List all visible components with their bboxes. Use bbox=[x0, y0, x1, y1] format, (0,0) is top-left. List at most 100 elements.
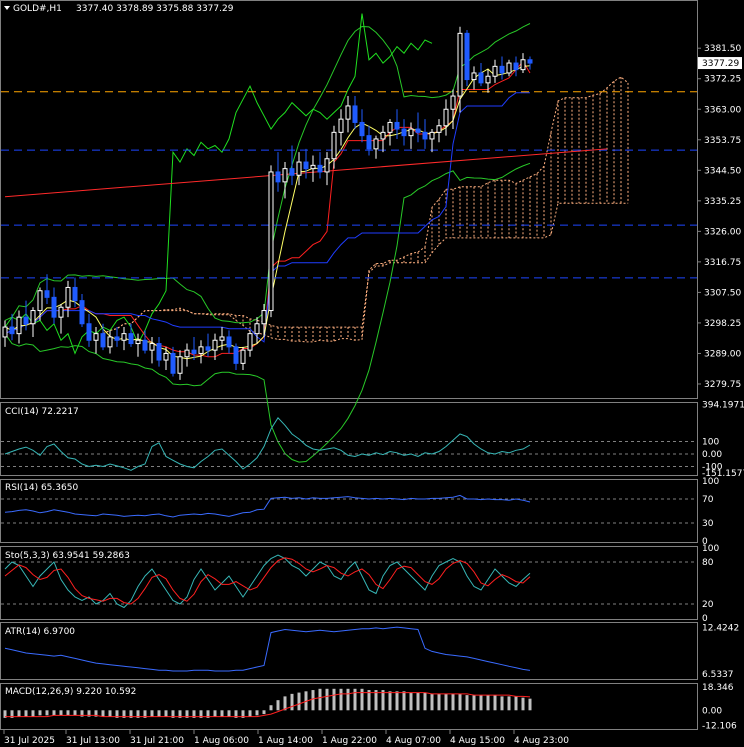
candle-body bbox=[121, 333, 127, 341]
candle-body bbox=[429, 131, 435, 140]
candle-body bbox=[471, 72, 477, 81]
candle-body bbox=[170, 352, 176, 374]
candle-body bbox=[268, 171, 274, 312]
time-axis: 31 Jul 2025 31 Jul 13:00 31 Jul 21:00 1 Aug… bbox=[3, 730, 569, 746]
candle-body bbox=[16, 316, 22, 335]
indicator-plots[interactable]: 394.19711000.00-100-151.1577100703001008… bbox=[1, 401, 744, 732]
candle-body bbox=[2, 326, 8, 338]
indicator-tick-label: -100 bbox=[702, 463, 723, 473]
candle-body bbox=[527, 59, 533, 64]
symbol-label: GOLD#,H1 bbox=[13, 4, 62, 14]
candle-body bbox=[436, 125, 442, 133]
rsi-label: RSI(14) 65.3650 bbox=[5, 483, 78, 493]
candle-body bbox=[9, 326, 15, 335]
candle-body bbox=[163, 352, 169, 361]
candle-body bbox=[93, 333, 99, 341]
candle-body bbox=[380, 131, 386, 140]
indicator-tick-label: 100 bbox=[702, 438, 719, 448]
candle-body bbox=[219, 336, 225, 341]
indicator-line bbox=[4, 416, 531, 471]
price-plot[interactable] bbox=[1, 13, 697, 463]
candle-body bbox=[310, 164, 316, 170]
price-tick-label: 3298.25 bbox=[704, 319, 741, 329]
candle-body bbox=[142, 339, 148, 351]
stoch-main-line bbox=[4, 554, 531, 609]
candle-body bbox=[352, 105, 358, 123]
price-tick-label: 3381.50 bbox=[704, 44, 741, 54]
time-tick-label: 31 Jul 13:00 bbox=[66, 736, 120, 746]
candle-body bbox=[387, 121, 393, 133]
indicator-tick-label: 0.00 bbox=[702, 450, 722, 460]
candle-body bbox=[520, 59, 526, 71]
atr-label: ATR(14) 6.9700 bbox=[5, 627, 75, 637]
candle-body bbox=[366, 135, 372, 150]
candle-body bbox=[513, 62, 519, 71]
candle-body bbox=[184, 349, 190, 358]
indicator-tick-label: 12.4242 bbox=[702, 624, 739, 634]
candle-body bbox=[51, 296, 57, 318]
candle-body bbox=[331, 131, 337, 160]
candle-body bbox=[415, 128, 421, 133]
current-price-label: 3377.29 bbox=[702, 59, 739, 69]
indicator-tick-label: 6.5337 bbox=[702, 670, 734, 680]
kijun-sen bbox=[4, 92, 530, 343]
indicator-line bbox=[4, 494, 531, 518]
chevron-down-icon[interactable] bbox=[4, 6, 10, 10]
candle-body bbox=[443, 108, 449, 127]
candle-body bbox=[205, 346, 211, 351]
candle-body bbox=[72, 286, 78, 302]
candle-body bbox=[401, 128, 407, 137]
candle-body bbox=[275, 171, 281, 183]
indicator-tick-label: -151.1577 bbox=[702, 469, 744, 479]
main-panel-frame bbox=[0, 0, 698, 399]
price-tick-label: 3326.00 bbox=[704, 227, 741, 237]
senkou-span-a bbox=[102, 76, 629, 343]
indicator-tick-label: 70 bbox=[702, 495, 714, 505]
time-tick-label: 4 Aug 07:00 bbox=[386, 736, 441, 746]
indicator-tick-label: 20 bbox=[702, 600, 714, 610]
indicator-tick-label: 0.00 bbox=[702, 706, 722, 716]
candle-body bbox=[135, 339, 141, 345]
candle-body bbox=[506, 62, 512, 74]
indicator-tick-label: -12.106 bbox=[702, 722, 737, 732]
price-axis[interactable]: 3381.50 3372.25 3363.00 3353.75 3344.50 3335.… bbox=[697, 44, 742, 390]
candle-body bbox=[191, 349, 197, 354]
indicator-tick-label: 100 bbox=[702, 544, 719, 554]
candle-body bbox=[345, 105, 351, 120]
candle-body bbox=[254, 323, 260, 335]
price-tick-label: 3344.50 bbox=[704, 166, 741, 176]
candle-body bbox=[450, 95, 456, 110]
candle-body bbox=[198, 346, 204, 354]
stoch-signal-line bbox=[4, 557, 531, 605]
candle-body bbox=[296, 161, 302, 176]
candle-body bbox=[464, 32, 470, 81]
price-tick-label: 3316.75 bbox=[704, 258, 741, 268]
time-tick-label: 1 Aug 14:00 bbox=[258, 736, 313, 746]
candle-body bbox=[128, 333, 134, 345]
chart-header: GOLD#,H1 3377.40 3378.89 3375.88 3377.29 bbox=[4, 4, 234, 14]
candle-body bbox=[289, 168, 295, 176]
candle-body bbox=[86, 323, 92, 341]
indicator-tick-label: 394.1971 bbox=[702, 401, 744, 411]
time-tick-label: 31 Jul 21:00 bbox=[130, 736, 184, 746]
candle-body bbox=[58, 306, 64, 318]
candle-body bbox=[100, 333, 106, 348]
indicator-tick-label: 30 bbox=[702, 519, 714, 529]
candle-body bbox=[373, 138, 379, 150]
candle-body bbox=[324, 158, 330, 173]
candle-body bbox=[226, 336, 232, 348]
indicator-tick-label: 0 bbox=[702, 614, 708, 624]
candle-body bbox=[457, 32, 463, 97]
rsi-panel-frame bbox=[0, 479, 698, 543]
macd-label: MACD(12,26,9) 9.220 10.592 bbox=[5, 687, 136, 697]
bollinger-upper bbox=[4, 23, 531, 324]
candle-body bbox=[394, 121, 400, 130]
indicator-tick-label: 80 bbox=[702, 558, 714, 568]
stoch-panel-frame bbox=[0, 546, 698, 620]
candle-body bbox=[44, 290, 50, 298]
cci-label: CCI(14) 72.2217 bbox=[5, 407, 79, 417]
candle-body bbox=[37, 290, 43, 312]
indicator-tick-label: 100 bbox=[702, 477, 719, 487]
candle-body bbox=[499, 65, 505, 74]
